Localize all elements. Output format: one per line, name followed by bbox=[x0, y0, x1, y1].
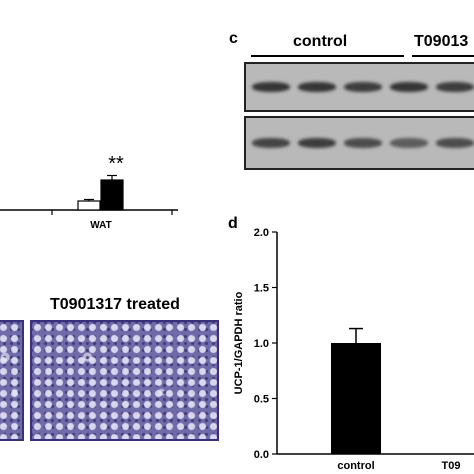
y-tick-label: 0.0 bbox=[254, 449, 269, 461]
blot-group-label-control: control bbox=[293, 33, 348, 50]
blot-band-lane-1 bbox=[252, 82, 290, 92]
blot-band-lane-3 bbox=[344, 82, 382, 92]
wat-bar-control bbox=[77, 200, 101, 211]
blot-group-line-treated bbox=[412, 55, 474, 57]
micrograph-treated-label: T0901317 treated bbox=[50, 296, 180, 313]
wat-category-label: WAT bbox=[90, 220, 111, 231]
y-tick-label: 1.5 bbox=[254, 283, 269, 295]
blot-band-lane-4 bbox=[390, 138, 428, 148]
bar-control bbox=[331, 343, 381, 454]
wat-bar-chart: ** WAT bbox=[0, 153, 178, 231]
blot-panel-top bbox=[244, 62, 474, 112]
y-tick-label: 1.0 bbox=[254, 338, 269, 350]
panel-d-letter: d bbox=[228, 215, 238, 232]
blot-band-lane-1 bbox=[252, 138, 290, 148]
blot-band-lane-2 bbox=[298, 138, 336, 148]
blot-band-lane-2 bbox=[298, 82, 336, 92]
y-tick-label: 0.5 bbox=[254, 394, 269, 406]
blot-group-line-control bbox=[251, 55, 404, 57]
blot-band-lane-5 bbox=[436, 138, 474, 148]
x-category-label: T09 bbox=[442, 460, 461, 472]
x-category-label: control bbox=[337, 460, 374, 472]
blot-group-label-treated: T09013 bbox=[414, 33, 469, 50]
panel-c-letter: c bbox=[229, 30, 238, 47]
blot-band-lane-3 bbox=[344, 138, 382, 148]
y-tick-label: 2.0 bbox=[254, 227, 269, 239]
blot-panel-bottom bbox=[244, 116, 474, 170]
micrograph-treated bbox=[30, 320, 219, 441]
wat-significance: ** bbox=[108, 153, 124, 175]
ucp1-bar-chart: d 0.0 0.5 1.0 1.5 2.0 UCP-1/GAPDH ratio control… bbox=[228, 215, 474, 472]
wat-bar-treated bbox=[100, 179, 124, 211]
micrograph-control-partial bbox=[0, 320, 24, 441]
y-axis-label: UCP-1/GAPDH ratio bbox=[233, 291, 245, 394]
blot-band-lane-5 bbox=[436, 82, 474, 92]
blot-band-lane-4 bbox=[390, 82, 428, 92]
